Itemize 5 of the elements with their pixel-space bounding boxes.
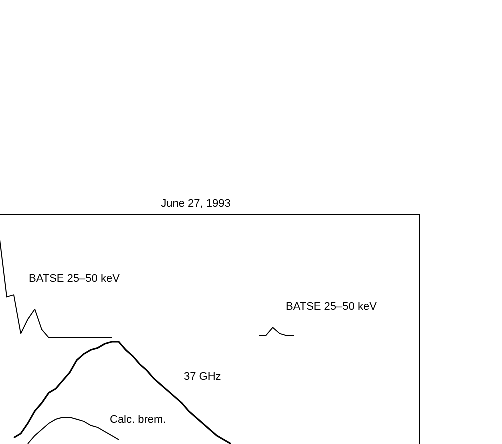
series-label: 37 GHz	[184, 371, 222, 383]
series-label: BATSE 25–50 keV	[286, 301, 378, 313]
series-label: BATSE 25–50 keV	[29, 273, 121, 285]
series-label: Calc. brem.	[110, 414, 166, 426]
chart-title: June 27, 1993	[161, 198, 231, 210]
